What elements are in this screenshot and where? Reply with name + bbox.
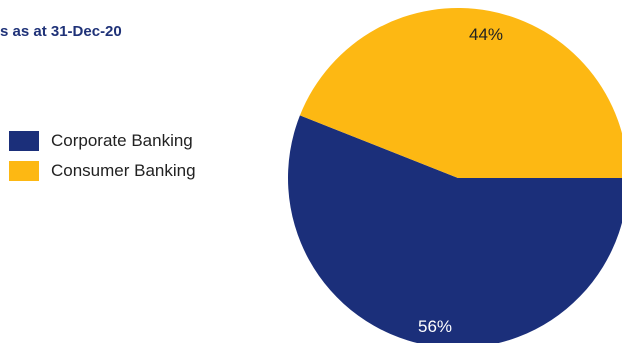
legend-swatch-consumer-banking	[9, 161, 39, 181]
pie-label-corporate-banking: 56%	[418, 317, 452, 336]
pie-slice-consumer-banking	[299, 8, 622, 178]
pie-label-consumer-banking: 44%	[469, 25, 503, 44]
pie-slices	[288, 8, 622, 343]
chart-title: s as at 31-Dec-20	[0, 23, 122, 40]
legend-item-consumer-banking: Consumer Banking	[9, 156, 196, 186]
pie-labels: 56% 44%	[418, 25, 503, 336]
legend-label-consumer-banking: Consumer Banking	[51, 161, 196, 180]
legend: Corporate Banking Consumer Banking	[9, 126, 196, 186]
legend-label-corporate-banking: Corporate Banking	[51, 131, 193, 150]
legend-swatch-corporate-banking	[9, 131, 39, 151]
pie-slice-corporate-banking	[288, 115, 622, 343]
legend-item-corporate-banking: Corporate Banking	[9, 126, 196, 156]
